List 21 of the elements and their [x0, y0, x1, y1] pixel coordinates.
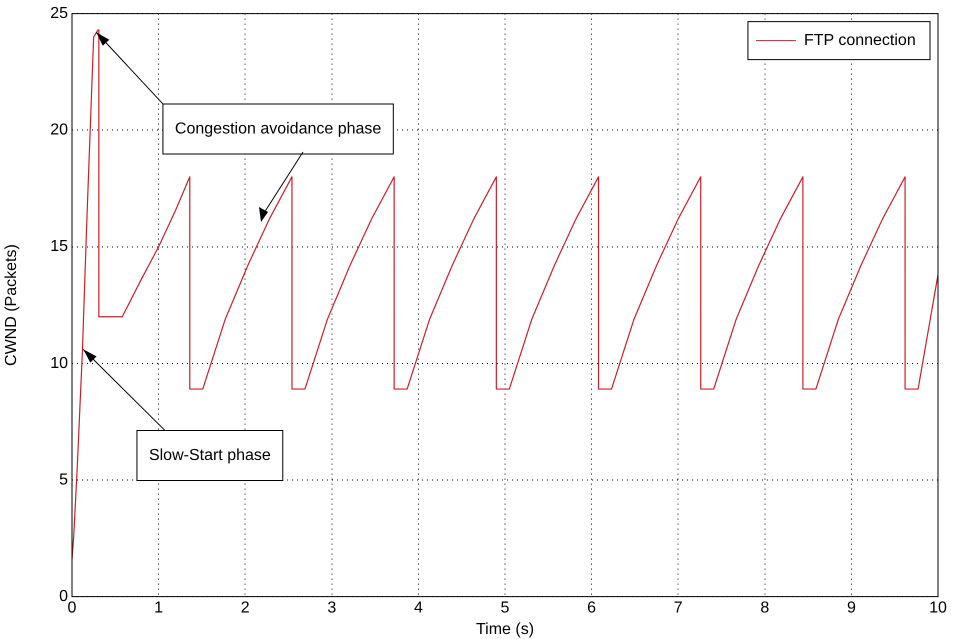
y-tick-label: 25 — [50, 5, 68, 22]
x-tick-label: 10 — [929, 600, 947, 617]
y-axis-title: CWND (Packets) — [3, 244, 20, 366]
y-tick-label: 0 — [59, 588, 68, 606]
annotation: Slow-Start phase — [148, 446, 271, 464]
annotation: Congestion avoidance phase — [174, 120, 382, 138]
x-tick-label: 6 — [587, 600, 596, 617]
x-tick-label: 9 — [846, 600, 856, 617]
legend-label: FTP connection — [804, 32, 916, 50]
x-axis-title: Time (s) — [476, 620, 534, 638]
x-tick-label: 1 — [154, 600, 164, 617]
x-tick-label: 4 — [414, 600, 423, 617]
x-tick-label: 5 — [500, 600, 510, 617]
y-tick-label: 5 — [59, 471, 68, 488]
x-tick-label: 8 — [760, 600, 770, 617]
x-tick-label: 7 — [674, 600, 683, 617]
y-tick-label: 15 — [50, 238, 68, 256]
x-tick-label: 2 — [240, 600, 250, 617]
y-tick-label: 10 — [50, 354, 68, 372]
y-tick-label: 20 — [50, 122, 68, 139]
x-tick-label: 3 — [327, 600, 336, 617]
